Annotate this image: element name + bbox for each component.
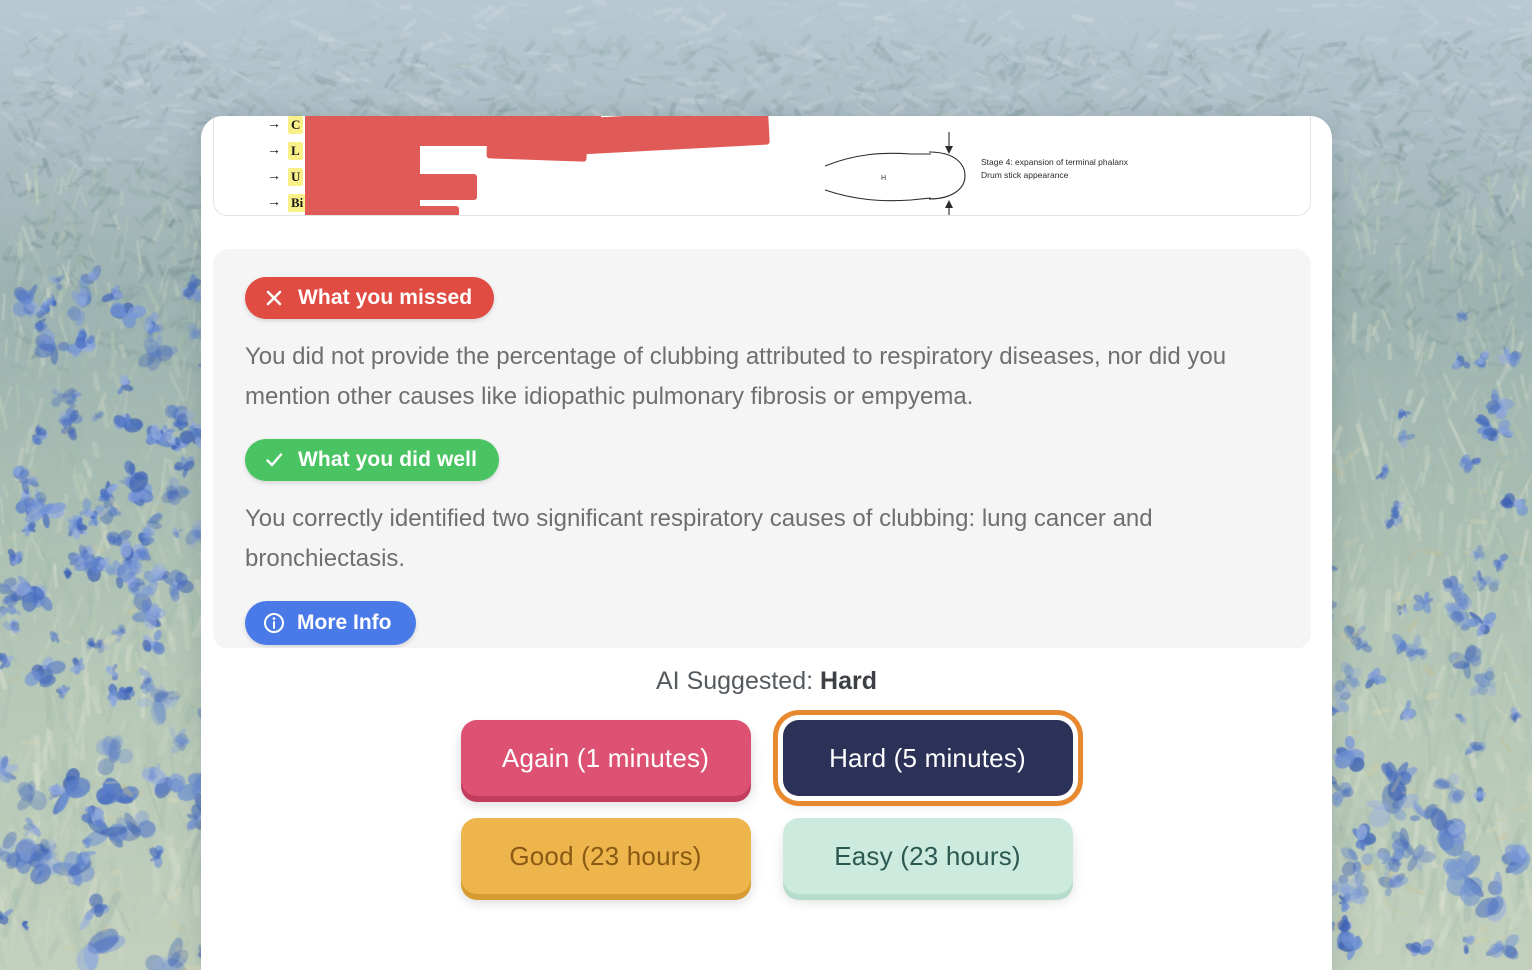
ai-suggested-prefix: AI Suggested: — [656, 667, 814, 695]
slide-bullet: → L — [267, 142, 303, 160]
slide-bullet-label: U — [288, 168, 304, 186]
slide-bullet-label: C — [288, 116, 304, 134]
slide-bullet: → Bi — [267, 194, 307, 212]
more-info-button[interactable]: More Info — [245, 601, 416, 646]
what-you-did-well-text: You correctly identified two significant… — [245, 505, 1153, 573]
rating-area: AI Suggested: Hard Again (1 minutes) Har… — [201, 648, 1332, 970]
arrow-icon: → — [267, 195, 281, 210]
redaction-mark — [558, 116, 770, 156]
info-circle-icon — [263, 612, 285, 634]
redaction-mark — [409, 206, 459, 215]
x-icon — [263, 287, 285, 309]
arrow-icon: → — [267, 169, 281, 184]
slide-bullet-label: L — [288, 142, 303, 160]
flashcard-review-card: → C → L → U → Bi → B — [201, 116, 1332, 970]
what-you-missed-text: You did not provide the percentage of cl… — [245, 343, 1227, 411]
rating-button-hard[interactable]: Hard (5 minutes) — [782, 720, 1073, 796]
what-you-missed-label: What you missed — [298, 286, 473, 309]
arrow-icon: → — [267, 143, 281, 158]
what-you-missed-badge: What you missed — [245, 277, 495, 319]
what-you-did-well-label: What you did well — [298, 448, 478, 472]
rating-button-easy[interactable]: Easy (23 hours) — [782, 818, 1073, 894]
slide-bullet: → C — [267, 116, 304, 134]
svg-text:H: H — [881, 175, 886, 182]
check-icon — [263, 449, 285, 471]
redaction-mark — [409, 174, 477, 200]
what-you-did-well-badge: What you did well — [245, 439, 500, 482]
ai-suggested-value: Hard — [820, 667, 877, 695]
rating-button-grid: Again (1 minutes) Hard (5 minutes) Good … — [460, 720, 1073, 894]
diagram-caption-stage4: Stage 4: expansion of terminal phalanx — [981, 157, 1128, 167]
feedback-panel: What you missed You did not provide the … — [213, 249, 1311, 648]
more-info-label: More Info — [297, 611, 392, 635]
nail-stage-drawing: H — [824, 132, 966, 215]
card-scroll-area[interactable]: → C → L → U → Bi → B — [201, 116, 1332, 648]
arrow-icon: → — [267, 117, 281, 132]
ai-suggested-line: AI Suggested: Hard — [656, 667, 877, 696]
rating-button-again[interactable]: Again (1 minutes) — [460, 720, 751, 796]
question-slide-image: → C → L → U → Bi → B — [259, 116, 1265, 215]
nail-clubbing-diagram: H Stage 3: increase curvature of nail St… — [819, 116, 1249, 215]
diagram-caption-drumstick: Drum stick appearance — [981, 170, 1069, 180]
rating-button-good[interactable]: Good (23 hours) — [460, 818, 751, 894]
question-image-frame[interactable]: → C → L → U → Bi → B — [213, 116, 1311, 216]
slide-bullet-label: Bi — [288, 194, 307, 212]
slide-bullet: → U — [267, 168, 304, 186]
